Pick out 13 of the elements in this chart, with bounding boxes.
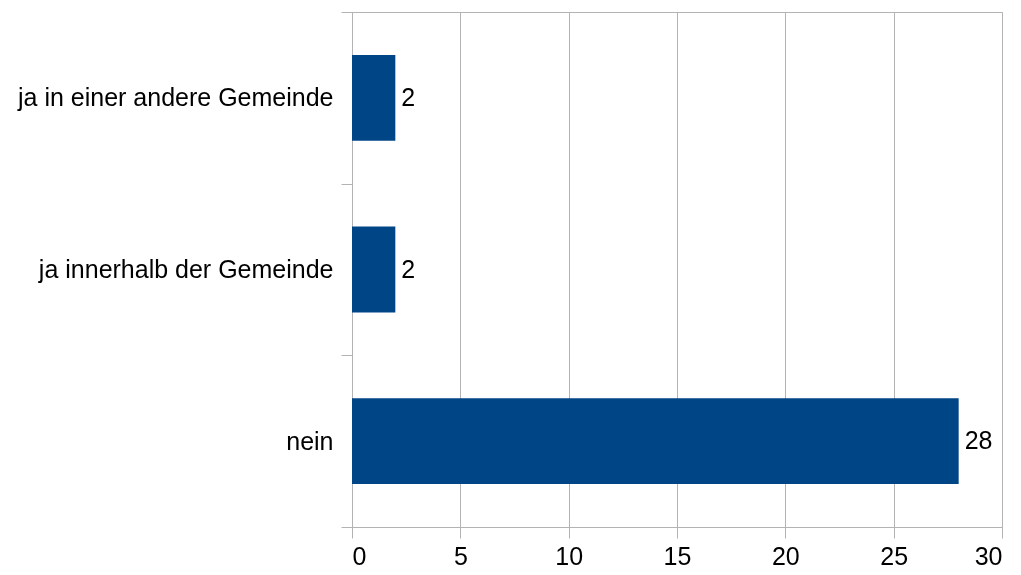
data-label: 2 [401, 82, 416, 111]
y-tick-label: ja in einer andere Gemeinde [17, 83, 334, 112]
x-tick-label: 15 [663, 541, 692, 570]
data-label: 2 [401, 254, 416, 283]
x-tick-label: 10 [555, 541, 584, 570]
y-tick-label: nein [286, 426, 334, 455]
x-tick-label: 25 [880, 541, 909, 570]
x-tick-label: 30 [974, 541, 1003, 570]
data-label: 28 [964, 426, 993, 455]
x-tick-label: 20 [771, 541, 800, 570]
y-tick-label: ja innerhalb der Gemeinde [37, 255, 334, 283]
x-tick-label: 5 [453, 541, 468, 570]
x-tick-label: 0 [352, 541, 367, 570]
